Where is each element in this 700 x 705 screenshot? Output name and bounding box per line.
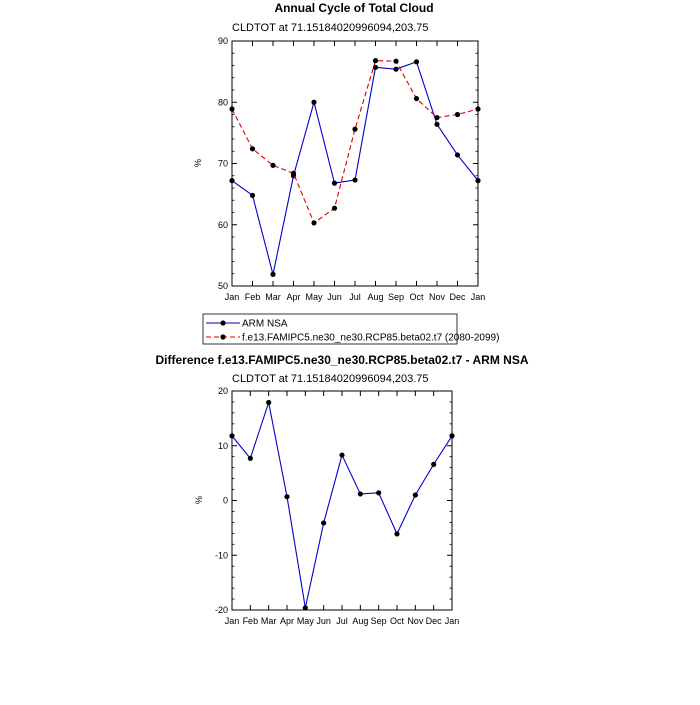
x-tick-label: Apr [280,616,294,626]
difference-series-point [357,491,363,497]
obs-series-point [434,121,440,127]
legend: ARM NSA f.e13.FAMIPC5.ne30_ne30.RCP85.be… [202,313,499,345]
y-tick-label: -10 [215,550,228,560]
x-tick-label: Sep [388,292,404,302]
difference-series-point [229,433,235,439]
x-tick-label: Jun [316,616,331,626]
model-series-point [311,220,317,226]
model-series-point [434,114,440,121]
obs-series-point [454,152,461,158]
x-tick-label: Dec [426,616,443,626]
obs-series-point [413,59,420,65]
x-tick-label: May [297,616,315,626]
x-tick-label: Feb [245,292,261,302]
chart-subtitle: CLDTOT at 71.15184020996094,203.75 [232,22,429,34]
x-tick-label: Apr [286,292,300,302]
y-tick-label: 90 [218,36,228,46]
difference-chart: Difference f.e13.FAMIPC5.ne30_ne30.RCP85… [155,353,528,626]
y-tick-label: 10 [218,441,228,451]
y-tick-label: 50 [218,281,228,291]
x-tick-label: Aug [367,292,383,302]
x-tick-label: Mar [261,616,277,626]
obs-series-point [331,180,338,186]
difference-series-point [339,452,345,458]
model-series-point [290,170,297,176]
x-ticks: Jan Feb Mar Apr May Jun Jul Aug Sep Oct Nov Dec Jan [225,391,460,626]
obs-series-point [229,178,235,184]
y-tick-label: 80 [218,97,228,107]
legend-marker-obs [220,320,226,326]
obs-series-point [393,66,399,72]
obs-series-point [311,99,317,105]
x-tick-label: Jan [225,292,240,302]
legend-label-obs: ARM NSA [242,319,288,330]
annual-cycle-chart: Annual Cycle of Total Cloud CLDTOT at 71… [193,1,485,302]
model-series-point [270,162,276,168]
model-series-point [475,106,481,112]
difference-series-point [412,492,418,498]
obs-series-point [249,192,256,198]
x-tick-label: Nov [429,292,446,302]
model-series-point [393,58,399,64]
obs-series-point [270,271,276,277]
difference-series-point [266,399,272,406]
model-series-point [372,58,379,64]
obs-series-point [475,178,481,184]
x-tick-label: Oct [390,616,405,626]
obs-series-point [352,177,358,183]
x-tick-label: Jun [327,292,342,302]
difference-series-point [376,490,382,496]
model-series-point [229,106,235,112]
difference-series-point [302,605,308,611]
model-series-point [331,205,338,211]
obs-series-point [372,64,379,70]
x-tick-label: Jan [225,616,240,626]
model-series-point [413,95,420,102]
y-axis-label: % [194,496,204,504]
difference-series-point [247,455,253,461]
x-tick-label: Jan [445,616,460,626]
y-tick-label: 70 [218,159,228,169]
x-tick-label: Mar [265,292,281,302]
x-tick-label: May [305,292,323,302]
model-series-point [352,126,358,132]
x-tick-label: Sep [371,616,387,626]
x-tick-label: Jan [471,292,486,302]
y-tick-label: 0 [223,496,228,506]
chart-title: Annual Cycle of Total Cloud [274,1,433,15]
legend-box [202,313,458,345]
series-group [229,399,455,611]
difference-series-point [449,433,455,439]
model-series-point [249,146,256,152]
model-series-point [454,111,461,118]
legend-marker-model [220,334,226,340]
x-tick-label: Nov [407,616,424,626]
legend-label-model: f.e13.FAMIPC5.ne30_ne30.RCP85.beta02.t7 … [242,333,499,344]
chart-title: Difference f.e13.FAMIPC5.ne30_ne30.RCP85… [155,353,528,367]
difference-series-point [394,531,400,537]
x-tick-label: Dec [449,292,466,302]
x-tick-label: Feb [243,616,259,626]
x-tick-label: Oct [409,292,424,302]
y-tick-label: 60 [218,220,228,230]
y-tick-label: 20 [218,386,228,396]
y-ticks: 50 60 70 80 90 [218,36,478,291]
chart-subtitle: CLDTOT at 71.15184020996094,203.75 [232,373,429,385]
difference-series-point [431,461,437,467]
x-tick-label: Aug [352,616,368,626]
x-tick-label: Jul [336,616,348,626]
y-axis-label: % [193,159,203,167]
series-group [229,58,481,277]
x-tick-label: Jul [349,292,361,302]
y-ticks: -20 -10 0 10 20 [215,386,452,615]
difference-series-point [321,520,327,526]
difference-series-point [284,494,290,500]
y-tick-label: -20 [215,605,228,615]
x-ticks: Jan Feb Mar Apr May Jun Jul Aug Sep Oct Nov Dec Jan [225,41,486,302]
